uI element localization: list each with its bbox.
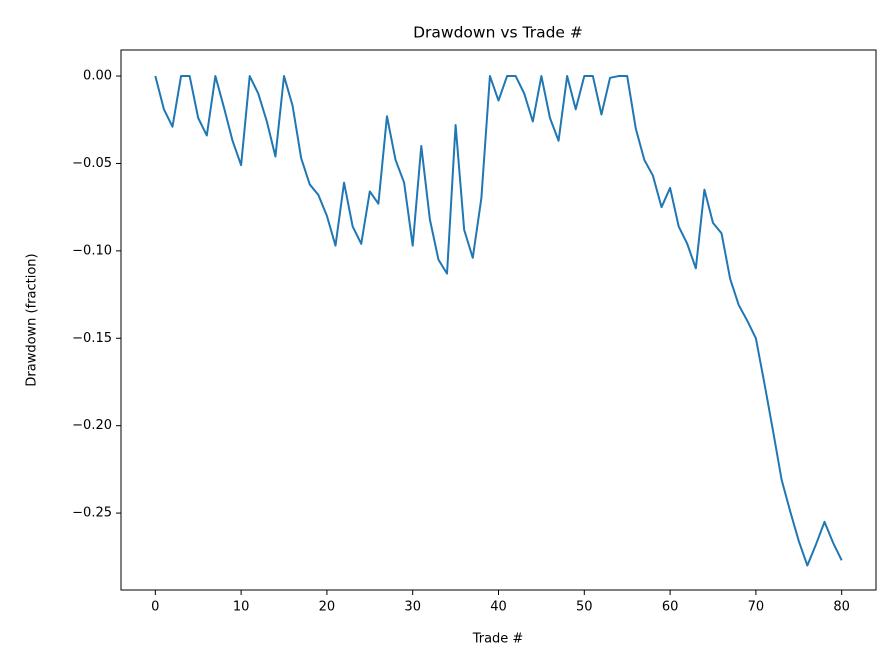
- x-tick-label: 0: [151, 600, 159, 615]
- y-tick-label: 0.00: [83, 69, 112, 84]
- chart-title: Drawdown vs Trade #: [413, 24, 583, 42]
- y-tick-label: −0.05: [72, 156, 112, 171]
- data-line: [154, 75, 843, 567]
- x-tick-label: 60: [662, 600, 679, 615]
- x-tick-label: 10: [233, 600, 250, 615]
- y-axis-label: Drawdown (fraction): [25, 253, 40, 386]
- x-tick-label: 50: [576, 600, 593, 615]
- x-tick-label: 80: [833, 600, 850, 615]
- y-tick-label: −0.10: [72, 243, 112, 258]
- x-tick-label: 40: [490, 600, 507, 615]
- x-tick-label: 20: [319, 600, 336, 615]
- y-tick-label: −0.15: [72, 331, 112, 346]
- y-tick-label: −0.25: [72, 506, 112, 521]
- x-tick-label: 70: [748, 600, 765, 615]
- x-axis-label: Trade #: [472, 632, 524, 647]
- x-tick-label: 30: [404, 600, 421, 615]
- y-tick-label: −0.20: [72, 418, 112, 433]
- plot-frame: [120, 49, 877, 591]
